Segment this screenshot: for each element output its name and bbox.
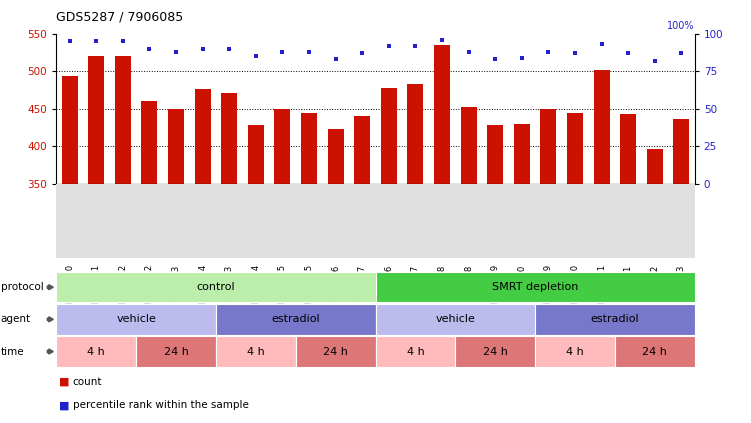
Bar [195,89,210,184]
Text: 4 h: 4 h [87,346,105,357]
Point [143,46,155,52]
Point [596,41,608,48]
Bar [593,70,610,184]
Bar [115,56,131,184]
Point [197,46,209,52]
Point [463,49,475,55]
Bar [514,124,529,184]
Text: 24 h: 24 h [483,346,508,357]
Point [649,58,661,64]
Point [569,50,581,57]
Bar [647,149,663,184]
Bar [434,45,450,184]
Bar [408,84,424,184]
Point [90,38,102,45]
Bar [541,109,556,184]
Point [223,46,235,52]
Bar [674,119,689,184]
Point [675,50,687,57]
Text: 4 h: 4 h [566,346,584,357]
Point [622,50,634,57]
Text: vehicle: vehicle [436,314,475,324]
Text: 24 h: 24 h [642,346,667,357]
Text: control: control [197,282,235,292]
Point [170,49,182,55]
Text: percentile rank within the sample: percentile rank within the sample [73,400,249,410]
Text: vehicle: vehicle [116,314,156,324]
Text: ■: ■ [59,377,69,387]
Point [250,53,262,60]
Point [436,36,448,43]
Text: 100%: 100% [667,21,695,31]
Bar [354,116,370,184]
Text: protocol: protocol [1,282,44,292]
Bar [168,109,184,184]
Bar [274,109,291,184]
Point [303,49,315,55]
Bar [327,129,344,184]
Point [117,38,129,45]
Text: time: time [1,346,24,357]
Point [489,56,501,63]
Point [542,49,554,55]
Point [64,38,76,45]
Bar [89,56,104,184]
Text: SMRT depletion: SMRT depletion [492,282,578,292]
Point [276,49,288,55]
Text: estradiol: estradiol [271,314,320,324]
Point [383,42,395,49]
Point [516,55,528,61]
Text: 4 h: 4 h [406,346,424,357]
Text: count: count [73,377,102,387]
Bar [222,93,237,184]
Text: 4 h: 4 h [247,346,264,357]
Point [356,50,368,57]
Bar [141,102,158,184]
Point [409,42,421,49]
Bar [248,126,264,184]
Bar [620,114,636,184]
Bar [62,76,77,184]
Text: GDS5287 / 7906085: GDS5287 / 7906085 [56,11,183,24]
Bar [567,113,583,184]
Bar [487,126,503,184]
Text: 24 h: 24 h [323,346,348,357]
Text: agent: agent [1,314,31,324]
Bar [460,107,477,184]
Bar [301,113,317,184]
Bar [381,88,397,184]
Text: estradiol: estradiol [590,314,639,324]
Text: ■: ■ [59,400,69,410]
Text: 24 h: 24 h [164,346,189,357]
Point [330,56,342,63]
